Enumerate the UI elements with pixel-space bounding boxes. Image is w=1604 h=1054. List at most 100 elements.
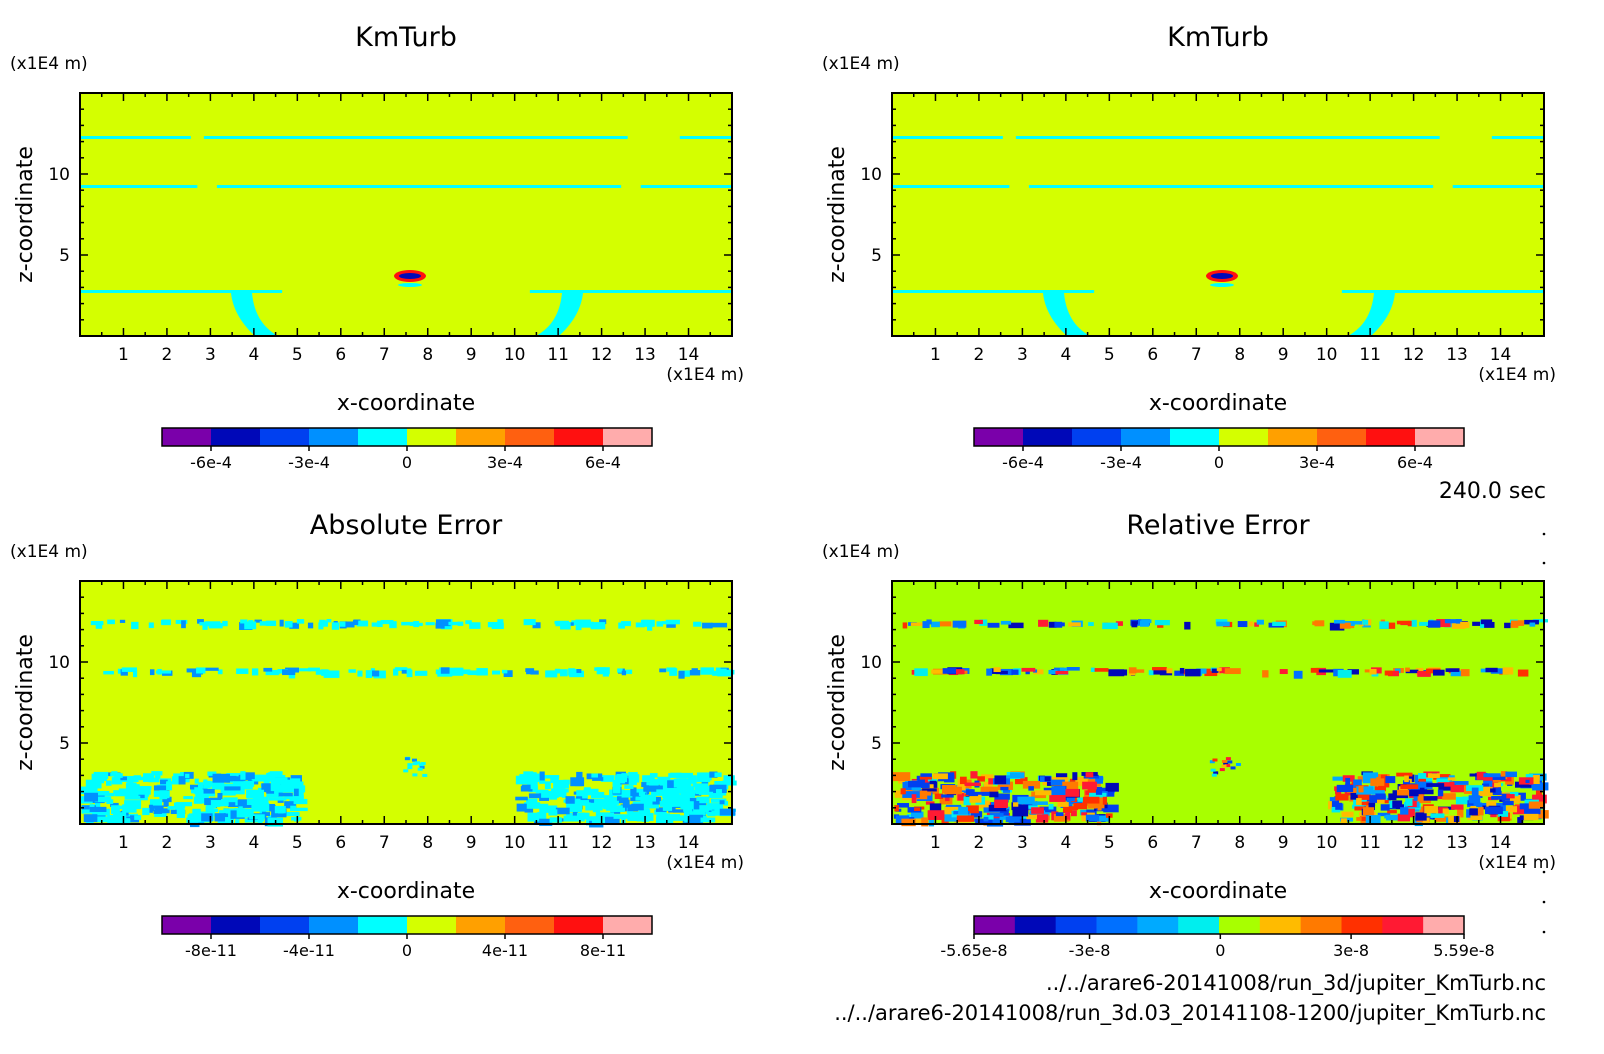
- x-axis-label: x-coordinate: [337, 879, 475, 904]
- plume-shape: [1348, 293, 1395, 336]
- x-tick-label: 9: [466, 833, 477, 853]
- noise-blob: [1451, 620, 1466, 629]
- noise-blob: [1256, 619, 1264, 625]
- noise-blob: [647, 785, 663, 790]
- noise-blob: [131, 621, 139, 630]
- noise-blob: [603, 795, 614, 804]
- noise-blob: [560, 669, 568, 677]
- noise-blob: [548, 809, 558, 816]
- noise-blob: [926, 619, 932, 625]
- y-unit-label: (x1E4 m): [822, 54, 900, 74]
- noise-blob: [1044, 776, 1051, 782]
- noise-blob: [1075, 777, 1088, 786]
- noise-blob: [1486, 782, 1499, 788]
- noise-blob: [668, 798, 682, 807]
- noise-blob: [126, 816, 140, 823]
- noise-blob: [1020, 805, 1039, 809]
- noise-blob: [269, 771, 283, 778]
- noise-blob: [555, 807, 570, 815]
- noise-blob: [929, 803, 942, 812]
- noise-blob: [219, 810, 225, 816]
- noise-blob: [1357, 793, 1371, 800]
- colorbar-swatch: [260, 428, 310, 446]
- noise-blob: [161, 619, 171, 626]
- noise-blob: [1502, 800, 1514, 806]
- colorbar-tick-label: 8e-11: [580, 941, 626, 960]
- noise-blob: [1396, 620, 1411, 625]
- noise-blob: [221, 799, 229, 807]
- noise-blob: [693, 800, 700, 810]
- noise-blob: [114, 773, 123, 778]
- noise-blob: [148, 804, 153, 813]
- noise-blob: [1033, 669, 1044, 675]
- noise-blob: [1054, 621, 1063, 628]
- noise-blob: [1511, 620, 1519, 628]
- noise-blob: [700, 817, 716, 823]
- plot-field: [80, 93, 732, 336]
- noise-blob: [1329, 622, 1345, 631]
- noise-blob: [1452, 781, 1469, 785]
- noise-blob: [900, 788, 906, 795]
- noise-blob: [1085, 790, 1097, 795]
- noise-blob: [153, 785, 170, 791]
- noise-blob: [965, 789, 975, 795]
- noise-blob: [1498, 811, 1509, 817]
- noise-blob: [723, 801, 729, 806]
- noise-blob: [91, 790, 110, 797]
- noise-blob: [723, 775, 735, 781]
- noise-blob: [1494, 782, 1501, 788]
- noise-blob: [435, 622, 445, 629]
- noise-blob: [1095, 775, 1103, 784]
- noise-blob: [331, 622, 340, 630]
- noise-blob: [1480, 620, 1485, 629]
- contour-band: [529, 290, 732, 293]
- noise-blob: [1219, 768, 1225, 772]
- colorbar-tick-label: 3e-8: [1333, 941, 1369, 960]
- noise-blob: [178, 776, 186, 785]
- noise-blob: [716, 789, 722, 796]
- noise-blob: [620, 621, 631, 627]
- noise-blob: [1087, 787, 1097, 793]
- colorbar-swatch: [974, 916, 1016, 934]
- noise-blob: [259, 807, 266, 815]
- noise-blob: [1413, 794, 1424, 804]
- noise-blob: [1254, 622, 1259, 627]
- noise-blob: [415, 761, 421, 765]
- noise-blob: [621, 790, 633, 798]
- x-tick-label: 8: [1234, 833, 1245, 853]
- noise-blob: [702, 622, 713, 629]
- noise-blob: [1013, 802, 1019, 807]
- noise-blob: [492, 670, 501, 675]
- noise-blob: [969, 794, 982, 803]
- noise-blob: [684, 811, 698, 816]
- noise-blob: [1216, 621, 1230, 627]
- noise-blob: [277, 798, 284, 803]
- noise-blob: [1504, 622, 1511, 629]
- noise-blob: [958, 806, 968, 815]
- noise-blob: [1000, 786, 1009, 791]
- noise-blob: [1337, 670, 1352, 678]
- noise-blob: [667, 780, 680, 788]
- y-tick-label: 5: [59, 246, 70, 266]
- noise-blob: [679, 786, 694, 791]
- x-tick-label: 4: [1060, 345, 1071, 365]
- y-unit-label: (x1E4 m): [10, 542, 88, 562]
- noise-blob: [1408, 774, 1415, 783]
- noise-blob: [210, 800, 224, 807]
- x-unit-label: (x1E4 m): [666, 365, 744, 385]
- noise-blob: [1333, 619, 1345, 624]
- colorbar-swatch: [1268, 428, 1318, 446]
- noise-blob: [931, 669, 945, 674]
- noise-blob: [572, 810, 578, 817]
- noise-blob: [1385, 814, 1398, 821]
- noise-blob: [707, 811, 712, 816]
- noise-blob: [693, 621, 702, 627]
- noise-blob: [1204, 668, 1218, 677]
- y-tick-label: 5: [59, 734, 70, 754]
- noise-blob: [1021, 816, 1027, 820]
- noise-blob: [83, 814, 98, 823]
- noise-blob: [1372, 790, 1385, 795]
- contour-band: [80, 136, 191, 139]
- noise-blob: [1419, 798, 1431, 804]
- peak-underline: [1210, 283, 1234, 287]
